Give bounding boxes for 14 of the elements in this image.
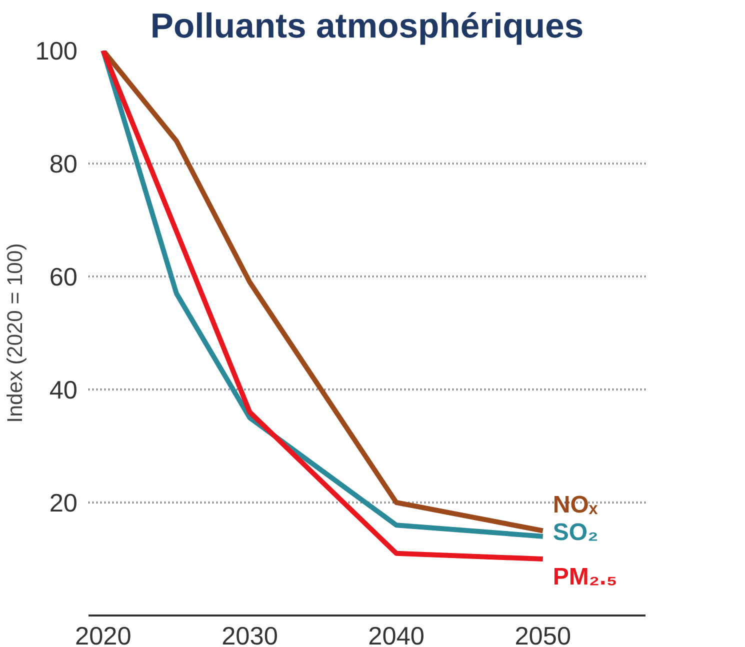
series-label: SO₂ (552, 518, 598, 546)
x-tick-label: 2030 (222, 622, 278, 647)
y-tick-label: 40 (49, 376, 78, 404)
chart-title: Polluants atmosphériques (150, 8, 584, 46)
x-tick-label: 2050 (514, 622, 572, 647)
series-label: NOₓ (552, 491, 598, 518)
y-tick-label: 20 (49, 490, 78, 518)
x-tick-label: 2040 (368, 622, 425, 647)
y-tick-label: 80 (49, 150, 78, 178)
series-label: PM₂.₅ (552, 564, 618, 590)
y-tick-label: 60 (49, 264, 78, 292)
y-axis-title: Index (2020 = 100) (3, 243, 28, 423)
y-tick-label: 100 (35, 38, 78, 66)
x-tick-label: 2020 (74, 622, 132, 647)
